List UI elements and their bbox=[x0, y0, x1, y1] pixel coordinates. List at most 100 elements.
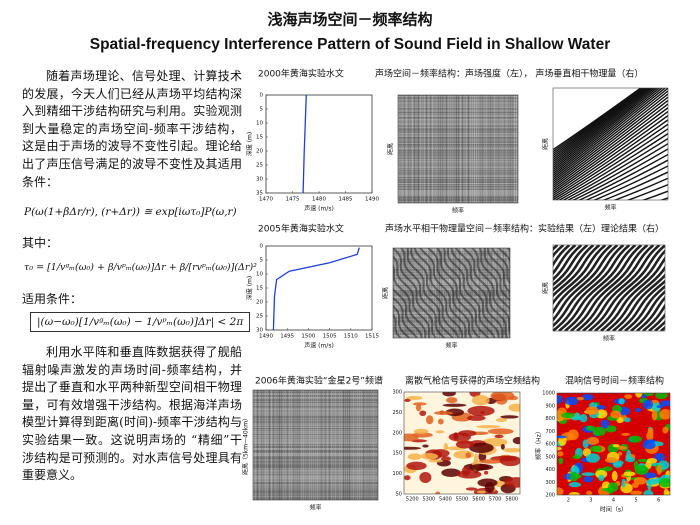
texture bbox=[253, 409, 378, 410]
texture bbox=[442, 403, 467, 407]
texture bbox=[393, 322, 510, 323]
texture bbox=[588, 245, 665, 331]
texture bbox=[469, 248, 470, 338]
texture bbox=[398, 174, 518, 175]
texture bbox=[595, 469, 608, 479]
y-tick-label: 0 bbox=[260, 93, 264, 99]
texture bbox=[253, 394, 378, 395]
texture bbox=[398, 178, 518, 179]
texture bbox=[253, 434, 378, 435]
texture bbox=[398, 122, 518, 123]
texture bbox=[253, 412, 378, 413]
texture bbox=[428, 95, 429, 203]
texture bbox=[393, 315, 510, 316]
texture bbox=[474, 95, 475, 203]
texture bbox=[393, 266, 510, 267]
texture bbox=[317, 390, 318, 500]
texture bbox=[616, 417, 624, 424]
texture bbox=[413, 248, 464, 338]
texture bbox=[653, 453, 666, 462]
texture bbox=[253, 439, 378, 440]
texture bbox=[424, 95, 425, 203]
texture bbox=[479, 248, 480, 338]
texture bbox=[642, 440, 656, 450]
texture bbox=[512, 437, 520, 445]
texture bbox=[419, 471, 432, 483]
formula: |(ω−ω₀)[1/vᵍₘ(ω₀) − 1/vᵖₘ(ω₀)]Δr| < 2π bbox=[30, 312, 251, 332]
texture bbox=[480, 410, 485, 415]
title: 浅海声场空间－频率结构 bbox=[267, 11, 432, 29]
image bbox=[253, 390, 378, 500]
texture bbox=[398, 116, 518, 117]
texture bbox=[398, 127, 518, 128]
texture bbox=[398, 189, 518, 190]
texture bbox=[253, 423, 378, 424]
texture bbox=[456, 470, 482, 479]
caption: 2005年黄海实验水文 bbox=[258, 223, 344, 235]
texture bbox=[393, 304, 510, 305]
texture bbox=[398, 131, 518, 132]
texture bbox=[398, 198, 518, 199]
texture bbox=[393, 298, 510, 299]
texture bbox=[635, 393, 643, 398]
texture bbox=[428, 459, 444, 463]
texture bbox=[553, 245, 601, 298]
texture bbox=[393, 273, 510, 274]
texture bbox=[601, 487, 614, 492]
texture bbox=[253, 400, 378, 401]
texture bbox=[253, 498, 378, 499]
texture bbox=[398, 185, 518, 186]
texture bbox=[404, 433, 419, 442]
texture bbox=[469, 464, 494, 471]
texture bbox=[445, 248, 446, 338]
texture bbox=[398, 108, 518, 109]
texture bbox=[393, 256, 510, 257]
texture bbox=[512, 95, 513, 203]
texture bbox=[257, 390, 258, 500]
texture bbox=[585, 425, 596, 431]
x-tick-label: 5600 bbox=[472, 497, 485, 503]
texture bbox=[393, 313, 402, 338]
texture bbox=[618, 279, 665, 331]
texture bbox=[553, 245, 595, 292]
x-tick-label: 1485 bbox=[339, 197, 353, 203]
texture bbox=[398, 118, 518, 119]
texture bbox=[576, 396, 585, 401]
y-tick-label: 600 bbox=[545, 442, 555, 448]
y-tick-label: 800 bbox=[545, 416, 555, 422]
caption: 离散气枪信号获得的声场空频结构 bbox=[405, 375, 540, 387]
texture bbox=[393, 334, 510, 335]
texture bbox=[413, 428, 429, 434]
texture bbox=[592, 165, 668, 200]
texture bbox=[355, 390, 356, 500]
label: 其中： bbox=[22, 236, 59, 250]
texture bbox=[253, 457, 378, 458]
texture bbox=[443, 443, 449, 451]
texture bbox=[404, 95, 405, 203]
texture bbox=[583, 476, 594, 483]
texture bbox=[450, 248, 500, 338]
texture bbox=[393, 254, 510, 255]
texture bbox=[440, 456, 451, 462]
texture bbox=[398, 177, 518, 178]
image-frame bbox=[556, 392, 671, 496]
texture bbox=[253, 496, 378, 497]
texture bbox=[553, 93, 668, 185]
texture bbox=[673, 245, 700, 331]
texture bbox=[691, 245, 700, 331]
x-tick-label: 5800 bbox=[505, 497, 518, 503]
texture bbox=[616, 446, 628, 450]
image bbox=[398, 95, 518, 203]
texture bbox=[553, 88, 646, 159]
texture bbox=[307, 390, 308, 500]
texture bbox=[398, 135, 518, 136]
texture bbox=[398, 151, 518, 152]
x-tick-label: 1480 bbox=[312, 197, 326, 203]
texture bbox=[477, 248, 478, 338]
x-axis-label: 时间（s） bbox=[600, 506, 627, 514]
texture bbox=[448, 432, 472, 442]
texture bbox=[472, 95, 473, 203]
texture bbox=[408, 95, 409, 203]
texture bbox=[644, 472, 657, 479]
x-tick-label: 5500 bbox=[456, 497, 469, 503]
